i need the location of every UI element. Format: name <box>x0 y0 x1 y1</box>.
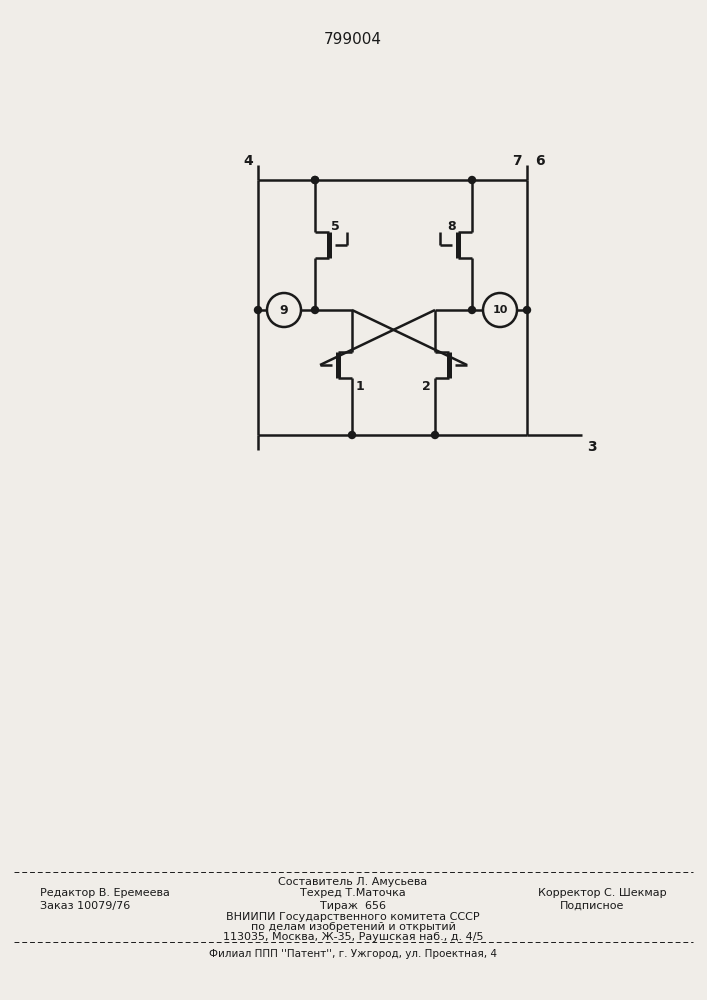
Circle shape <box>312 176 318 184</box>
Circle shape <box>255 306 262 314</box>
Text: ВНИИПИ Государственного комитета СССР: ВНИИПИ Государственного комитета СССР <box>226 912 480 922</box>
Text: 10: 10 <box>492 305 508 315</box>
Text: 5: 5 <box>331 220 339 232</box>
Text: 6: 6 <box>535 154 544 168</box>
Text: 2: 2 <box>422 379 431 392</box>
Text: Составитель Л. Амусьева: Составитель Л. Амусьева <box>279 877 428 887</box>
Text: по делам изобретений и открытий: по делам изобретений и открытий <box>250 922 455 932</box>
Text: 1: 1 <box>356 379 365 392</box>
Text: 113035, Москва, Ж-35, Раушская наб., д. 4/5: 113035, Москва, Ж-35, Раушская наб., д. … <box>223 932 484 942</box>
Text: 3: 3 <box>587 440 597 454</box>
Text: 4: 4 <box>243 154 253 168</box>
Text: Заказ 10079/76: Заказ 10079/76 <box>40 901 130 911</box>
Text: Редактор В. Еремеева: Редактор В. Еремеева <box>40 888 170 898</box>
Text: Тираж  656: Тираж 656 <box>320 901 386 911</box>
Text: 799004: 799004 <box>324 32 382 47</box>
Circle shape <box>469 306 476 314</box>
Circle shape <box>523 306 530 314</box>
Text: Техред Т.Маточка: Техред Т.Маточка <box>300 888 406 898</box>
Text: Подписное: Подписное <box>560 901 624 911</box>
Circle shape <box>312 306 318 314</box>
Text: Филиал ППП ''Патент'', г. Ужгород, ул. Проектная, 4: Филиал ППП ''Патент'', г. Ужгород, ул. П… <box>209 949 497 959</box>
Circle shape <box>349 432 356 438</box>
Circle shape <box>469 176 476 184</box>
Text: 8: 8 <box>448 220 456 232</box>
Circle shape <box>431 432 438 438</box>
Text: 7: 7 <box>513 154 522 168</box>
Text: 9: 9 <box>280 304 288 316</box>
Circle shape <box>312 176 318 184</box>
Text: Корректор С. Шекмар: Корректор С. Шекмар <box>538 888 667 898</box>
